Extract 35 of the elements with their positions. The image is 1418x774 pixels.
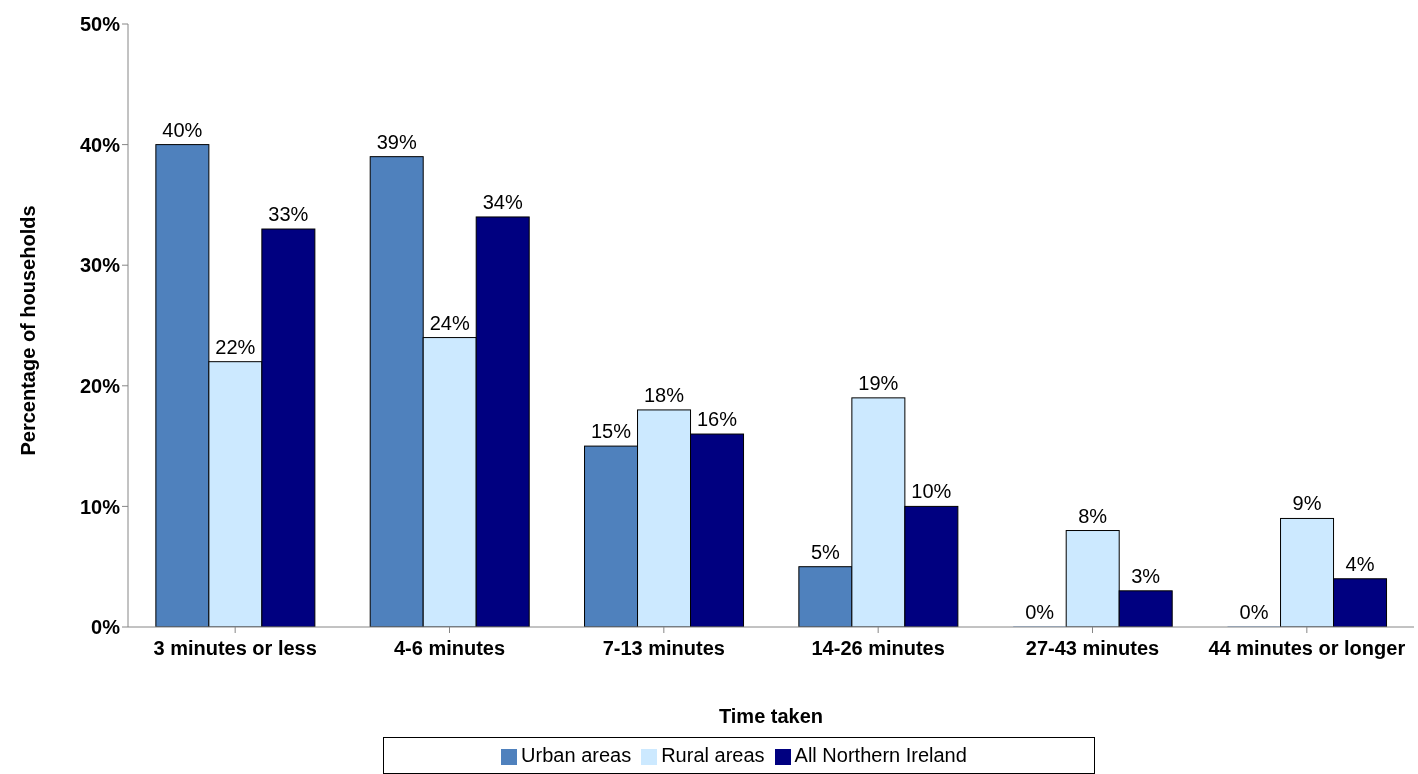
y-tick-label: 30% [79,254,121,277]
x-tick-label: 14-26 minutes [811,637,945,660]
legend-label: Rural areas [661,744,765,766]
x-tick-label: 3 minutes or less [153,637,317,660]
y-tick-label: 50% [79,13,121,36]
x-tick-label: 44 minutes or longer [1208,637,1406,660]
y-tick-label: 20% [79,374,121,397]
data-label: 0% [1239,601,1269,623]
y-axis-title: Percentage of households [17,205,40,456]
x-axis-title: Time taken [718,705,824,727]
x-tick-label: 7-13 minutes [602,637,725,660]
x-tick-label: 27-43 minutes [1025,637,1160,660]
data-label: 0% [1025,601,1055,623]
data-label: 3% [1131,564,1161,587]
data-label: 33% [268,203,309,226]
legend-label: All Northern Ireland [794,744,967,766]
data-label: 40% [162,118,203,141]
y-tick-label: 0% [91,616,121,639]
data-label: 19% [858,371,899,394]
data-label: 10% [911,480,952,503]
legend-label: Urban areas [521,744,632,766]
data-label: 24% [429,311,470,334]
data-label: 9% [1292,492,1322,515]
x-tick-label: 4-6 minutes [393,637,506,660]
data-label: 34% [482,190,523,213]
data-label: 4% [1345,552,1375,575]
y-tick-label: 10% [79,495,121,518]
data-label: 39% [376,130,417,153]
data-label: 5% [810,540,841,563]
data-label: 8% [1078,504,1108,527]
data-label: 22% [215,335,256,358]
data-label: 18% [644,383,685,406]
data-label: 16% [697,408,738,431]
y-tick-label: 40% [79,133,121,156]
data-label: 15% [591,420,632,443]
